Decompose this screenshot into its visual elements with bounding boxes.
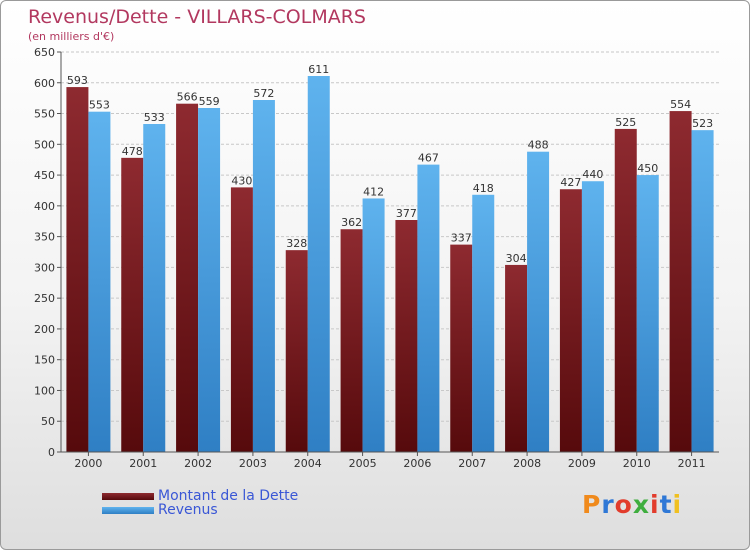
revenus-value-label: 467 [418,152,439,165]
logo-letter: i [650,490,660,519]
logo-letter: o [614,490,633,519]
revenus-value-label: 523 [692,117,713,130]
logo-letter: x [632,490,650,519]
x-tick-label: 2007 [458,457,486,470]
debt-bar [450,244,473,452]
revenus-value-label: 450 [637,162,658,175]
debt-value-label: 427 [560,176,581,189]
debt-bar [669,111,692,453]
x-tick-label: 2005 [349,457,377,470]
x-tick-label: 2006 [403,457,431,470]
legend-label-debt: Montant de la Dette [158,488,299,504]
logo-letter: P [582,490,602,519]
debt-value-label: 566 [177,91,198,104]
revenus-bar [143,124,166,452]
revenus-value-label: 559 [199,95,220,108]
revenus-bar [472,194,495,452]
x-tick-label: 2001 [129,457,157,470]
debt-value-label: 362 [341,216,362,229]
revenus-bar [362,198,385,452]
x-tick-label: 2000 [74,457,102,470]
legend-swatch-revenus [102,506,154,514]
y-tick-label: 450 [34,169,55,182]
y-tick-label: 550 [34,108,55,121]
debt-bar [559,189,582,452]
revenus-bar [252,100,275,452]
y-tick-label: 400 [34,200,55,213]
x-tick-label: 2002 [184,457,212,470]
y-tick-label: 150 [34,354,55,367]
revenus-bar [636,175,659,453]
y-tick-label: 600 [34,77,55,90]
x-tick-label: 2003 [239,457,267,470]
debt-bar [505,264,528,452]
debt-bar [395,220,418,452]
y-tick-label: 500 [34,138,55,151]
chart-subtitle: (en milliers d'€) [28,30,115,43]
revenus-value-label: 553 [89,99,110,112]
revenus-bar [417,164,440,452]
debt-value-label: 304 [506,252,527,265]
proxiti-logo: Proxiti [582,490,682,519]
debt-bar [176,103,199,452]
debt-bar [614,128,637,452]
chart-title: Revenus/Dette - VILLARS-COLMARS [28,6,366,28]
y-tick-label: 650 [34,46,55,59]
revenus-value-label: 488 [528,139,549,152]
debt-bar [285,250,308,452]
revenus-bar [88,111,111,452]
legend-item-revenus: Revenus [102,502,218,518]
debt-bar [230,187,253,452]
debt-bar [340,229,363,452]
revenus-bar [691,130,714,452]
debt-value-label: 377 [396,207,417,220]
debt-bar [66,87,89,453]
revenus-value-label: 572 [253,87,274,100]
revenus-value-label: 533 [144,111,165,124]
revenus-value-label: 418 [473,182,494,195]
legend-item-debt: Montant de la Dette [102,488,298,504]
y-tick-label: 50 [41,415,55,428]
revenus-value-label: 440 [582,168,603,181]
y-tick-label: 300 [34,261,55,274]
logo-letter: i [672,490,683,519]
revenus-value-label: 412 [363,185,384,198]
logo-letter: t [659,490,673,519]
y-tick-label: 100 [34,384,55,397]
debt-value-label: 478 [122,145,143,158]
y-tick-label: 250 [34,292,55,305]
revenus-bar [581,181,604,452]
debt-value-label: 430 [231,174,252,187]
debt-value-label: 328 [286,237,307,250]
debt-value-label: 554 [670,98,691,111]
revenus-bar [307,76,330,452]
x-tick-label: 2008 [513,457,541,470]
debt-value-label: 525 [615,116,636,129]
x-tick-label: 2004 [294,457,322,470]
logo-letter: r [601,490,615,519]
x-tick-label: 2010 [623,457,651,470]
revenus-value-label: 611 [308,63,329,76]
y-tick-label: 350 [34,231,55,244]
revenus-bar [527,151,550,452]
legend-label-revenus: Revenus [158,502,218,518]
x-tick-label: 2011 [678,457,706,470]
debt-value-label: 337 [451,232,472,245]
debt-bar [121,157,144,452]
x-tick-label: 2009 [568,457,596,470]
y-tick-label: 200 [34,323,55,336]
debt-value-label: 593 [67,74,88,87]
legend-swatch-debt [102,492,154,500]
y-tick-label: 0 [48,446,55,459]
revenus-bar [198,108,221,452]
